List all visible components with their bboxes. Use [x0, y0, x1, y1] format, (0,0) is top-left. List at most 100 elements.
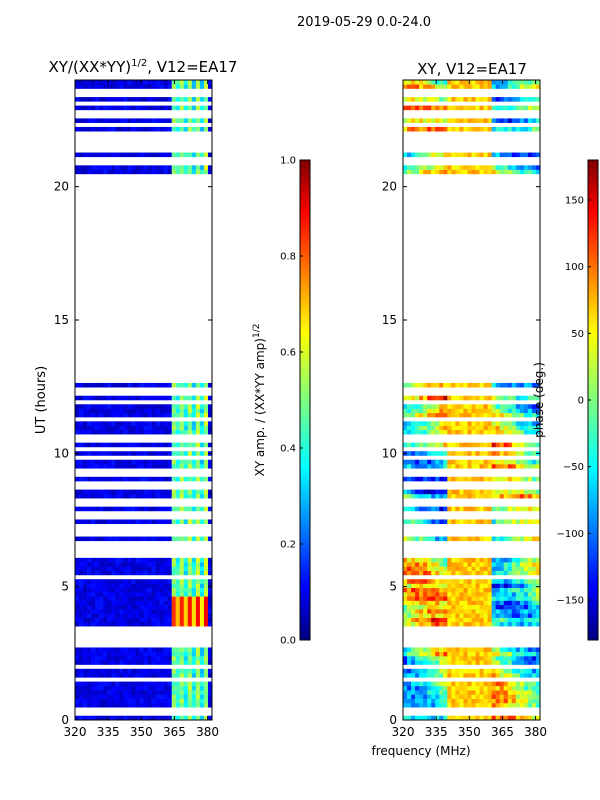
amplitude-cell	[183, 105, 189, 111]
phase-cell	[487, 169, 492, 175]
phase-cell	[503, 408, 509, 414]
phase-cell	[519, 656, 525, 661]
phase-cell	[519, 97, 525, 102]
amplitude-cell	[143, 451, 148, 456]
phase-cell	[523, 80, 529, 85]
amplitude-cell	[159, 126, 164, 132]
amplitude-cell	[127, 382, 132, 388]
amplitude-cell	[131, 592, 136, 597]
phase-cell	[407, 169, 412, 175]
amplitude-cell	[135, 592, 140, 597]
phase-cell	[479, 506, 484, 512]
phase-cell	[411, 562, 416, 567]
amplitude-cell	[179, 404, 185, 409]
phase-cell	[435, 412, 440, 418]
phase-cell	[467, 681, 472, 687]
amplitude-cell	[159, 562, 164, 567]
amplitude-cell	[119, 84, 124, 89]
amplitude-cell	[171, 690, 177, 695]
phase-cell	[523, 506, 529, 512]
amplitude-cell	[159, 651, 164, 657]
amplitude-cell	[123, 617, 128, 623]
phase-cell	[479, 169, 484, 175]
amplitude-cell	[119, 536, 124, 542]
amplitude-cell	[163, 80, 168, 85]
phase-cell	[523, 126, 529, 132]
phase-cell	[519, 596, 525, 601]
phase-cell	[459, 596, 464, 601]
phase-cell	[463, 412, 468, 418]
phase-cell	[447, 596, 452, 601]
phase-cell	[443, 600, 448, 606]
phase-cell	[507, 715, 513, 720]
phase-cell	[503, 519, 509, 525]
phase-cell	[487, 613, 492, 618]
phase-cell	[455, 651, 460, 657]
phase-cell	[531, 97, 537, 102]
amplitude-cell	[175, 651, 181, 657]
phase-cell	[427, 451, 432, 456]
amplitude-cell	[147, 656, 152, 661]
amplitude-cell	[83, 592, 88, 597]
phase-cell	[487, 587, 492, 593]
amplitude-cell	[183, 647, 189, 653]
phase-cell	[411, 600, 416, 606]
amplitude-cell	[171, 80, 177, 85]
amplitude-cell	[75, 459, 80, 465]
phase-cell	[423, 506, 428, 512]
amplitude-cell	[75, 617, 80, 623]
phase-cell	[479, 84, 484, 89]
amplitude-cell	[135, 408, 140, 414]
amplitude-cell	[79, 425, 84, 431]
phase-cell	[455, 442, 460, 448]
amplitude-cell	[95, 681, 100, 687]
phase-cell	[423, 118, 428, 123]
amplitude-cell	[79, 587, 84, 593]
phase-cell	[483, 536, 488, 542]
amplitude-cell	[99, 169, 104, 175]
amplitude-cell	[119, 715, 124, 720]
amplitude-cell	[83, 621, 88, 627]
amplitude-cell	[199, 583, 205, 589]
amplitude-cell	[135, 489, 140, 495]
phase-cell	[483, 408, 488, 414]
amplitude-cell	[131, 169, 136, 175]
amplitude-cell	[115, 80, 120, 85]
amplitude-cell	[143, 600, 148, 606]
amplitude-cell	[199, 681, 205, 687]
amplitude-cell	[195, 647, 201, 653]
amplitude-cell	[155, 660, 160, 665]
amplitude-cell	[187, 604, 193, 610]
amplitude-cell	[203, 613, 209, 618]
phase-cell	[423, 656, 428, 661]
phase-cell	[511, 97, 517, 102]
phase-cell	[431, 412, 436, 418]
phase-cell	[451, 408, 456, 414]
amplitude-cell	[187, 690, 193, 695]
amplitude-cell	[195, 604, 201, 610]
phase-cell	[507, 604, 513, 610]
phase-cell	[435, 566, 440, 571]
amplitude-cell	[203, 557, 209, 563]
phase-cell	[511, 84, 517, 89]
amplitude-cell	[87, 408, 92, 414]
phase-cell	[427, 459, 432, 465]
phase-cell	[535, 126, 540, 132]
amplitude-cell	[203, 660, 209, 665]
amplitude-cell	[79, 673, 84, 678]
amplitude-cell	[115, 464, 120, 469]
amplitude-cell	[163, 617, 168, 623]
phase-cell	[503, 702, 509, 708]
amplitude-cell	[203, 126, 209, 132]
phase-cell	[487, 690, 492, 695]
amplitude-cell	[191, 464, 197, 469]
phase-cell	[535, 668, 540, 674]
amplitude-cell	[95, 613, 100, 618]
phase-cell	[427, 562, 432, 567]
amplitude-cell	[203, 600, 209, 606]
amplitude-cell	[139, 425, 144, 431]
amplitude-cell	[159, 617, 164, 623]
phase-cell	[427, 656, 432, 661]
amplitude-cell	[123, 583, 128, 589]
phase-cell	[459, 464, 464, 469]
